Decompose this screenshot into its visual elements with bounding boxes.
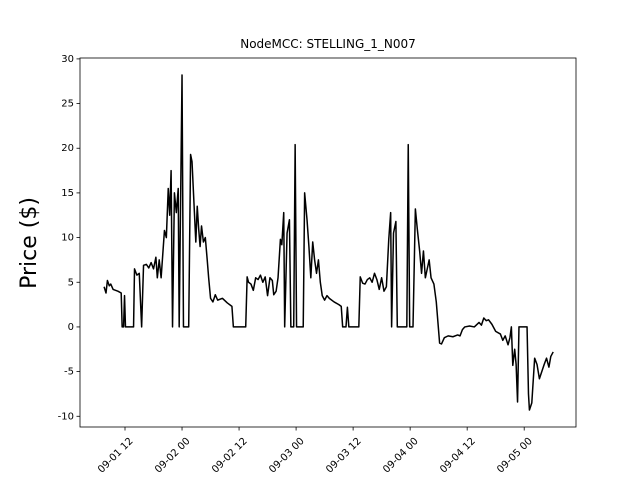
y-tick-label: -5 xyxy=(64,367,74,378)
y-tick-label: 25 xyxy=(61,99,74,110)
price-line xyxy=(103,74,554,411)
y-tick-label: 10 xyxy=(61,233,74,244)
x-tick-label: 09-01 12 xyxy=(96,436,136,476)
axes-frame xyxy=(79,57,577,428)
x-tick-label: 09-03 00 xyxy=(267,436,307,476)
x-tick-label: 09-02 12 xyxy=(210,436,250,476)
chart-title: NodeMCC: STELLING_1_N007 xyxy=(240,37,416,51)
x-tick-label: 09-04 00 xyxy=(381,436,421,476)
x-tick-label: 09-05 00 xyxy=(495,436,535,476)
y-tick-label: 15 xyxy=(61,188,74,199)
y-axis-label: Price ($) xyxy=(17,197,42,289)
y-tick-label: 0 xyxy=(68,322,74,333)
y-tick-label: 5 xyxy=(68,277,74,288)
y-tick-label: 30 xyxy=(61,54,74,65)
x-tick-label: 09-02 00 xyxy=(153,436,193,476)
y-tick-label: -10 xyxy=(58,411,74,422)
x-tick-label: 09-03 12 xyxy=(324,436,364,476)
y-tick-label: 20 xyxy=(61,143,74,154)
x-tick-label: 09-04 12 xyxy=(438,436,478,476)
